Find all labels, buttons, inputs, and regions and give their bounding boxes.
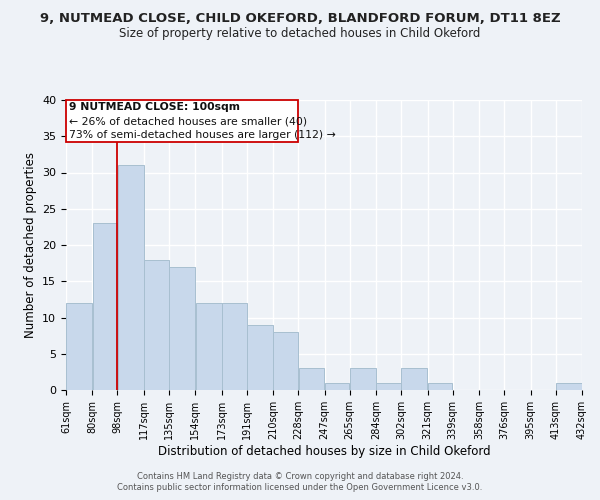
Bar <box>325 383 349 390</box>
X-axis label: Distribution of detached houses by size in Child Okeford: Distribution of detached houses by size … <box>158 444 490 458</box>
Bar <box>247 325 273 390</box>
Bar <box>144 260 169 390</box>
Bar <box>376 383 401 390</box>
Bar <box>401 368 427 390</box>
Bar <box>66 303 92 390</box>
Text: 73% of semi-detached houses are larger (112) →: 73% of semi-detached houses are larger (… <box>70 130 336 140</box>
Text: ← 26% of detached houses are smaller (40): ← 26% of detached houses are smaller (40… <box>70 116 308 126</box>
Text: Size of property relative to detached houses in Child Okeford: Size of property relative to detached ho… <box>119 28 481 40</box>
Bar <box>222 303 247 390</box>
Text: 9 NUTMEAD CLOSE: 100sqm: 9 NUTMEAD CLOSE: 100sqm <box>70 102 241 112</box>
Bar <box>556 383 582 390</box>
Bar <box>92 223 117 390</box>
Bar <box>428 383 452 390</box>
Bar <box>299 368 325 390</box>
Y-axis label: Number of detached properties: Number of detached properties <box>23 152 37 338</box>
FancyBboxPatch shape <box>66 100 298 142</box>
Text: 9, NUTMEAD CLOSE, CHILD OKEFORD, BLANDFORD FORUM, DT11 8EZ: 9, NUTMEAD CLOSE, CHILD OKEFORD, BLANDFO… <box>40 12 560 26</box>
Bar <box>350 368 376 390</box>
Bar <box>169 267 195 390</box>
Bar <box>274 332 298 390</box>
Text: Contains public sector information licensed under the Open Government Licence v3: Contains public sector information licen… <box>118 484 482 492</box>
Bar <box>118 165 143 390</box>
Bar <box>196 303 221 390</box>
Text: Contains HM Land Registry data © Crown copyright and database right 2024.: Contains HM Land Registry data © Crown c… <box>137 472 463 481</box>
